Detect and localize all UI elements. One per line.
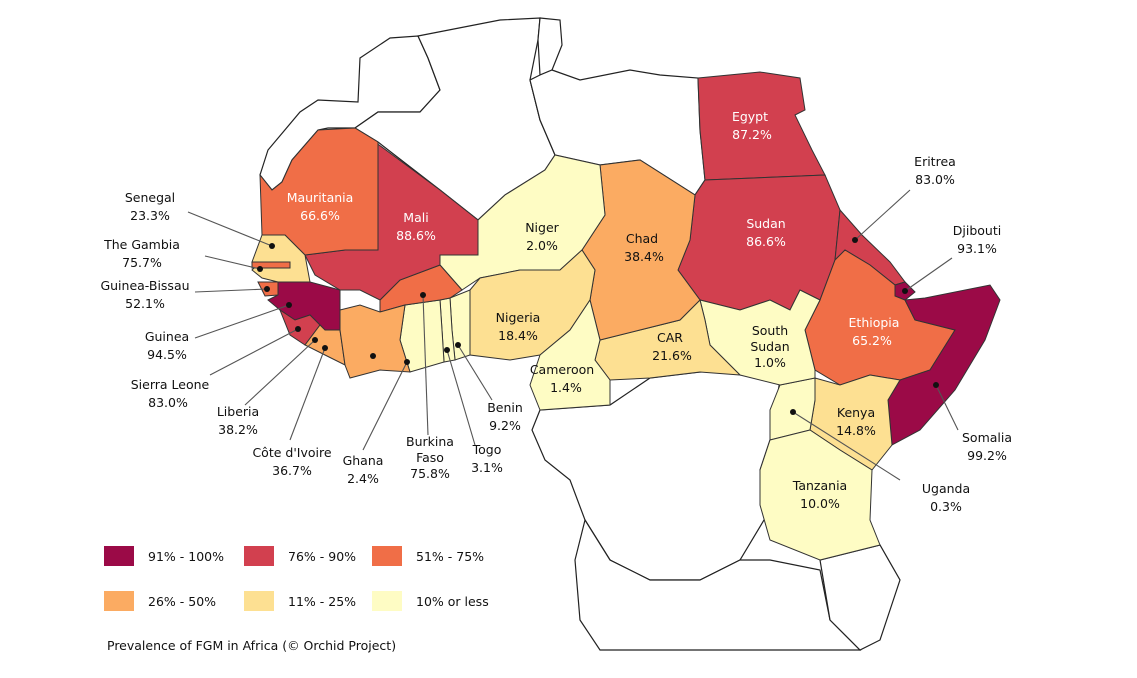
label-eritrea-value: 83.0% (915, 172, 955, 187)
label-niger-name: Niger (525, 220, 559, 235)
legend-swatch (104, 591, 134, 611)
label-somalia-value: 99.2% (967, 448, 1007, 463)
label-nigeria-value: 18.4% (498, 328, 538, 343)
country-tanzania[interactable] (759, 429, 881, 561)
label-eritrea-name: Eritrea (914, 154, 956, 169)
label-burkina-faso-name-1: Burkina (406, 434, 454, 449)
legend-swatch (244, 591, 274, 611)
leader-lines (187, 189, 959, 481)
label-djibouti-name: Djibouti (953, 223, 1001, 238)
map-caption: Prevalence of FGM in Africa (© Orchid Pr… (107, 638, 397, 653)
label-chad-name: Chad (626, 231, 658, 246)
label-gambia-name: The Gambia (103, 237, 180, 252)
label-burkina-faso-name-2: Faso (416, 450, 444, 465)
legend-label: 10% or less (416, 593, 489, 609)
legend-label: 76% - 90% (288, 548, 357, 564)
country-somalia[interactable] (887, 284, 1001, 446)
label-car-value: 21.6% (652, 348, 692, 363)
label-egypt-value: 87.2% (732, 127, 772, 142)
tunisia-outline (537, 17, 563, 76)
label-sierra-leone-name: Sierra Leone (131, 377, 210, 392)
label-south-sudan-value: 1.0% (754, 355, 786, 370)
country-egypt[interactable] (697, 71, 826, 181)
southern-africa-outline (574, 518, 862, 651)
label-togo-value: 3.1% (471, 460, 503, 475)
label-niger-value: 2.0% (526, 238, 558, 253)
label-guinea-bissau-value: 52.1% (125, 296, 165, 311)
label-south-sudan-name-1: South (752, 323, 788, 338)
label-uganda-name: Uganda (922, 481, 970, 496)
label-guinea-bissau-name: Guinea-Bissau (100, 278, 189, 293)
label-car-name: CAR (657, 330, 683, 345)
label-djibouti-value: 93.1% (957, 241, 997, 256)
label-cameroon-name: Cameroon (530, 362, 594, 377)
label-somalia-name: Somalia (962, 430, 1012, 445)
legend-item-10-less: 10% or less (372, 591, 489, 611)
label-mali-name: Mali (403, 210, 428, 225)
legend-label: 11% - 25% (288, 593, 357, 609)
label-senegal-name: Senegal (125, 190, 175, 205)
label-togo-name: Togo (472, 442, 502, 457)
label-cote-divoire-name: Côte d'Ivoire (252, 445, 331, 460)
label-gambia-value: 75.7% (122, 255, 162, 270)
legend-label: 91% - 100% (148, 548, 224, 564)
label-uganda-value: 0.3% (930, 499, 962, 514)
country-cameroon[interactable] (529, 298, 611, 411)
label-tanzania-name: Tanzania (792, 478, 847, 493)
label-mali-value: 88.6% (396, 228, 436, 243)
label-sierra-leone-value: 83.0% (148, 395, 188, 410)
label-guinea-value: 94.5% (147, 347, 187, 362)
legend-swatch (104, 546, 134, 566)
label-liberia-value: 38.2% (218, 422, 258, 437)
legend-label: 26% - 50% (148, 593, 217, 609)
label-kenya-name: Kenya (837, 405, 875, 420)
label-liberia-name: Liberia (217, 404, 259, 419)
label-kenya-value: 14.8% (836, 423, 876, 438)
legend-item-26-50: 26% - 50% (104, 591, 216, 611)
label-ethiopia-value: 65.2% (852, 333, 892, 348)
label-mauritania-name: Mauritania (287, 190, 354, 205)
legend-label: 51% - 75% (416, 548, 485, 564)
label-mauritania-value: 66.6% (300, 208, 340, 223)
country-cote-divoire[interactable] (339, 304, 411, 379)
label-chad-value: 38.4% (624, 249, 664, 264)
label-ghana-name: Ghana (343, 453, 384, 468)
legend-item-91-100: 91% - 100% (104, 546, 224, 566)
legend-item-51-75: 51% - 75% (372, 546, 484, 566)
label-sudan-value: 86.6% (746, 234, 786, 249)
label-benin-value: 9.2% (489, 418, 521, 433)
data-countries (251, 71, 1001, 561)
label-sudan-name: Sudan (746, 216, 785, 231)
background-countries (259, 17, 901, 651)
label-senegal-value: 23.3% (130, 208, 170, 223)
country-labels: Egypt 87.2% Sudan 86.6% Mali 88.6% Mauri… (100, 109, 1012, 514)
legend-item-11-25: 11% - 25% (244, 591, 356, 611)
label-cote-divoire-value: 36.7% (272, 463, 312, 478)
label-nigeria-name: Nigeria (496, 310, 541, 325)
label-benin-name: Benin (487, 400, 523, 415)
label-south-sudan-name-2: Sudan (750, 339, 789, 354)
legend-swatch (372, 591, 402, 611)
label-ghana-value: 2.4% (347, 471, 379, 486)
label-burkina-faso-value: 75.8% (410, 466, 450, 481)
label-guinea-name: Guinea (145, 329, 189, 344)
legend-swatch (244, 546, 274, 566)
legend-item-76-90: 76% - 90% (244, 546, 356, 566)
legend-swatch (372, 546, 402, 566)
label-cameroon-value: 1.4% (550, 380, 582, 395)
label-egypt-name: Egypt (732, 109, 768, 124)
label-ethiopia-name: Ethiopia (849, 315, 900, 330)
label-tanzania-value: 10.0% (800, 496, 840, 511)
